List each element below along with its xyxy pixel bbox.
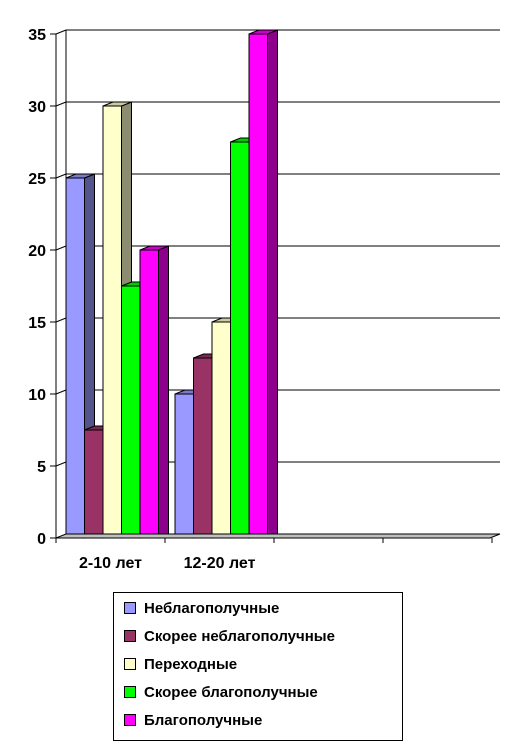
legend-swatch [124, 714, 136, 726]
grid-line [55, 245, 67, 251]
grid-line [55, 317, 67, 323]
grid-line [55, 173, 67, 179]
grid-line [55, 101, 67, 107]
legend: Неблагополучные Скорее неблагополучные П… [113, 592, 403, 741]
bar-front [193, 357, 213, 539]
bar-side [267, 29, 278, 539]
legend-swatch [124, 602, 136, 614]
y-tick-label: 5 [37, 459, 46, 476]
bars [65, 29, 278, 539]
legend-swatch [124, 658, 136, 670]
bar-front [84, 429, 104, 539]
legend-label: Благополучные [144, 711, 263, 729]
x-tick-label: 2-10 лет [79, 555, 142, 572]
bar-front [121, 285, 141, 539]
legend-item: Благополучные [124, 709, 262, 731]
y-tick-label: 30 [28, 99, 46, 116]
bar [248, 29, 278, 539]
bar-front [102, 105, 122, 539]
grid-line [55, 461, 67, 467]
y-tick-label: 15 [28, 315, 46, 332]
grid-line [55, 29, 67, 35]
y-tick-label: 35 [28, 27, 46, 44]
y-axis-tick-labels: 0 5 10 15 20 25 30 35 [28, 27, 46, 548]
bar-front [139, 249, 159, 539]
legend-label: Скорее благополучные [144, 683, 318, 701]
legend-label: Переходные [144, 655, 238, 673]
floor [55, 533, 501, 539]
legend-label: Скорее неблагополучные [144, 627, 335, 645]
y-tick-label: 25 [28, 171, 46, 188]
bar-side [158, 245, 169, 539]
bar-front [174, 393, 194, 539]
bar-front [65, 177, 85, 539]
y-tick-label: 10 [28, 387, 46, 404]
y-tick-label: 0 [37, 531, 46, 548]
bar-front [248, 33, 268, 539]
legend-item: Скорее неблагополучные [124, 625, 335, 647]
legend-swatch [124, 686, 136, 698]
grid-line [55, 389, 67, 395]
y-tick-label: 20 [28, 243, 46, 260]
legend-item: Переходные [124, 653, 237, 675]
legend-item: Неблагополучные [124, 597, 279, 619]
x-tick-label: 12-20 лет [184, 555, 256, 572]
bar-front [211, 321, 231, 539]
legend-label: Неблагополучные [144, 599, 280, 617]
legend-swatch [124, 630, 136, 642]
bar-front [230, 141, 250, 539]
bar [139, 245, 169, 539]
x-axis-tick-labels: 2-10 лет 12-20 лет [79, 555, 256, 572]
axes [50, 30, 501, 543]
legend-item: Скорее благополучные [124, 681, 318, 703]
